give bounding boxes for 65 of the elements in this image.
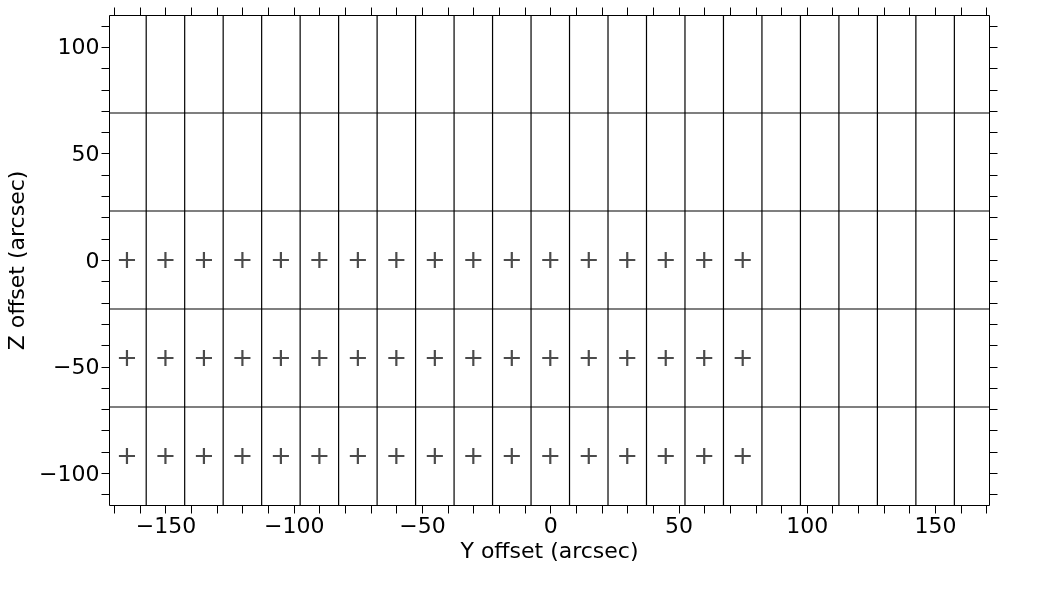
point — [541, 348, 560, 368]
point — [233, 348, 252, 368]
point — [194, 250, 214, 270]
point — [425, 348, 444, 368]
point — [425, 446, 444, 466]
x-tick-label: −50 — [399, 512, 446, 538]
point — [733, 250, 752, 270]
y-tick-label: 100 — [57, 34, 100, 60]
point — [425, 250, 444, 270]
point — [348, 348, 368, 368]
point — [733, 446, 752, 466]
x-tick-label: −100 — [264, 512, 325, 538]
point — [271, 250, 291, 270]
point — [541, 446, 560, 466]
point — [579, 348, 598, 368]
point — [117, 250, 137, 270]
x-tick-label: 50 — [665, 512, 694, 538]
point — [656, 446, 675, 466]
point — [656, 250, 675, 270]
point — [117, 348, 137, 368]
point — [348, 250, 368, 270]
point — [271, 348, 291, 368]
point — [387, 250, 406, 270]
point — [502, 250, 521, 270]
point — [579, 250, 598, 270]
point — [618, 446, 637, 466]
point — [541, 250, 560, 270]
point — [618, 250, 637, 270]
point — [695, 250, 714, 270]
point — [156, 446, 175, 466]
point — [656, 348, 675, 368]
y-tick-label: 0 — [85, 247, 100, 273]
point — [695, 348, 714, 368]
point — [156, 348, 175, 368]
point — [156, 250, 175, 270]
x-tick-label: 0 — [543, 512, 558, 538]
y-tick-label: −100 — [39, 460, 100, 486]
point — [233, 446, 252, 466]
point — [502, 348, 521, 368]
point — [387, 348, 406, 368]
y-tick-label: 50 — [71, 140, 100, 166]
point — [233, 250, 252, 270]
y-axis-title: Z offset (arcsec) — [4, 170, 30, 351]
point — [733, 348, 752, 368]
point — [387, 446, 406, 466]
point — [348, 446, 368, 466]
point — [117, 446, 137, 466]
point — [502, 446, 521, 466]
point — [271, 446, 291, 466]
point — [310, 250, 329, 270]
x-tick-label: 100 — [786, 512, 829, 538]
x-tick-label: 150 — [914, 512, 957, 538]
point — [310, 348, 329, 368]
point — [194, 446, 214, 466]
point — [464, 446, 483, 466]
y-tick-label: −50 — [53, 354, 100, 380]
point — [579, 446, 598, 466]
point — [464, 348, 483, 368]
point — [618, 348, 637, 368]
x-axis-title: Y offset (arcsec) — [459, 537, 639, 563]
point — [310, 446, 329, 466]
point — [695, 446, 714, 466]
point — [194, 348, 214, 368]
x-tick-label: −150 — [135, 512, 197, 538]
point — [464, 250, 483, 270]
